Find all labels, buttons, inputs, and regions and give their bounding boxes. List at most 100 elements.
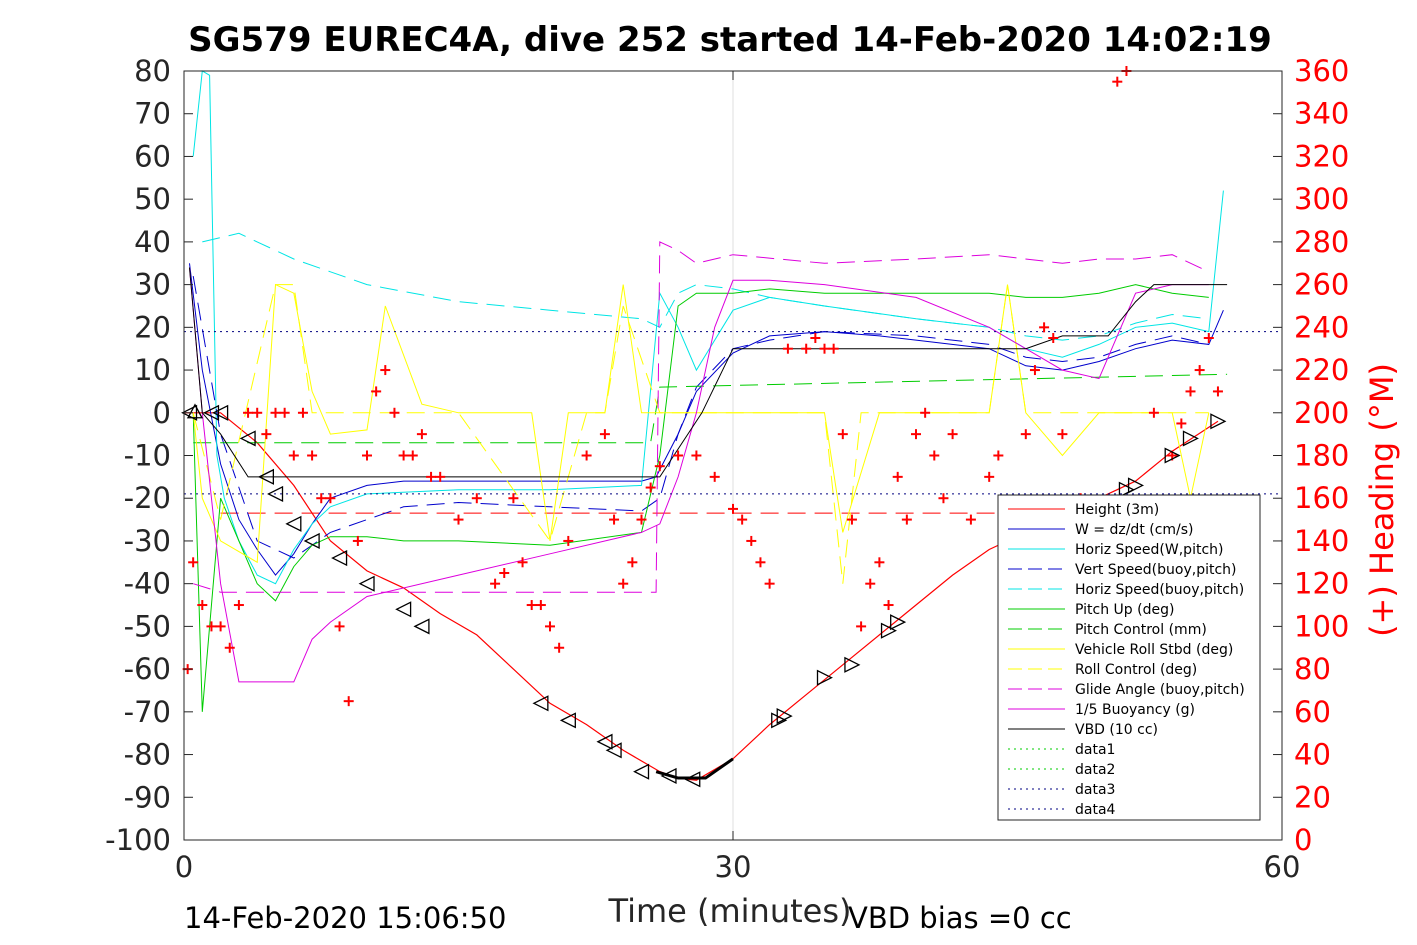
- y2-tick-label: 340: [1294, 97, 1349, 131]
- heading-point: [599, 429, 610, 440]
- heading-point: [279, 407, 290, 418]
- y-axis-left-ticks: 80 70 60 50 40 30 20 10 0 -10 -20 -30 -40 -50 -60 -70 -8…: [105, 54, 193, 857]
- y2-tick-label: 280: [1294, 225, 1349, 259]
- marker-up: [880, 622, 898, 639]
- heading-point: [453, 514, 464, 525]
- heading-point: [874, 557, 885, 568]
- heading-point: [1185, 386, 1196, 397]
- series-line-4: [202, 232, 1209, 341]
- legend-label: Horiz Speed(W,pitch): [1075, 542, 1223, 558]
- heading-point: [352, 535, 363, 546]
- y-tick-label: -50: [124, 609, 171, 643]
- marker-down: [395, 601, 412, 618]
- marker-up: [1182, 430, 1199, 447]
- heading-point: [1048, 333, 1059, 344]
- y-tick-label: -10: [124, 439, 171, 473]
- heading-point: [691, 450, 702, 461]
- legend-label: data2: [1075, 762, 1115, 778]
- legend-label: data1: [1075, 742, 1115, 758]
- heading-point: [636, 514, 647, 525]
- heading-point: [380, 365, 391, 376]
- heading-point: [1194, 365, 1205, 376]
- heading-point: [920, 407, 931, 418]
- marker-down: [303, 532, 320, 549]
- heading-point: [252, 407, 263, 418]
- y2-tick-label: 140: [1294, 524, 1349, 558]
- heading-point: [526, 600, 537, 611]
- marker-down: [605, 742, 622, 759]
- series-line-2: [192, 70, 1224, 585]
- heading-point: [307, 450, 318, 461]
- heading-point: [416, 429, 427, 440]
- heading-point: [618, 578, 629, 589]
- heading-point: [892, 471, 903, 482]
- marker-up: [1127, 477, 1145, 494]
- y2-tick-label: 0: [1294, 823, 1312, 857]
- heading-point: [343, 696, 354, 707]
- y2-tick-label: 240: [1294, 310, 1349, 344]
- y-tick-label: -30: [124, 524, 171, 558]
- heading-point: [1203, 333, 1214, 344]
- y2-tick-label: 60: [1294, 695, 1331, 729]
- heading-point: [471, 493, 482, 504]
- y2-tick-label: 100: [1294, 609, 1349, 643]
- heading-point: [508, 493, 519, 504]
- heading-point: [435, 471, 446, 482]
- y2-tick-label: 200: [1294, 396, 1349, 430]
- y2-tick-label: 300: [1294, 182, 1349, 216]
- heading-point: [801, 343, 812, 354]
- y-tick-label: 50: [134, 182, 171, 216]
- heading-point: [535, 600, 546, 611]
- marker-down: [239, 430, 256, 447]
- legend-label: data4: [1075, 802, 1116, 818]
- heading-point: [755, 557, 766, 568]
- heading-markers: [182, 66, 1223, 707]
- y2-tick-label: 20: [1294, 780, 1331, 814]
- y2-tick-label: 220: [1294, 353, 1349, 387]
- legend-label: Vehicle Roll Stbd (deg): [1075, 642, 1233, 658]
- heading-point: [563, 535, 574, 546]
- heading-point: [215, 621, 226, 632]
- marker-start: [186, 403, 204, 419]
- y-tick-label: -20: [124, 481, 171, 515]
- heading-point: [426, 471, 437, 482]
- heading-point: [206, 621, 217, 632]
- marker-down: [202, 404, 220, 421]
- legend-label: Roll Control (deg): [1075, 662, 1197, 678]
- heading-point: [1057, 429, 1068, 440]
- y-tick-label: -60: [124, 652, 171, 686]
- heading-point: [288, 450, 299, 461]
- heading-point: [407, 450, 418, 461]
- y-tick-label: 70: [134, 97, 171, 131]
- heading-point: [673, 450, 684, 461]
- heading-point: [901, 514, 912, 525]
- x-tick-label: 60: [1264, 850, 1301, 884]
- y-axis-right-label: (+) Heading (°M): [1363, 363, 1401, 637]
- y2-tick-label: 320: [1294, 139, 1349, 173]
- heading-point: [499, 567, 510, 578]
- heading-point: [490, 578, 501, 589]
- heading-point: [764, 578, 775, 589]
- chart-title: SG579 EUREC4A, dive 252 started 14-Feb-2…: [188, 20, 1272, 60]
- heading-point: [819, 343, 830, 354]
- heading-point: [1212, 386, 1223, 397]
- heading-point: [270, 407, 281, 418]
- heading-point: [609, 514, 620, 525]
- series-line-10: [189, 267, 1209, 683]
- heading-point: [737, 514, 748, 525]
- marker-up: [776, 708, 793, 725]
- marker-down: [267, 485, 284, 503]
- y2-tick-label: 40: [1294, 738, 1331, 772]
- x-tick-label: 0: [175, 850, 193, 884]
- y-tick-label: 80: [134, 54, 171, 88]
- heading-point: [947, 429, 958, 440]
- legend-label: Horiz Speed(buoy,pitch): [1075, 582, 1244, 598]
- heading-point: [746, 535, 757, 546]
- marker-down: [633, 763, 650, 780]
- marker-down: [331, 549, 348, 567]
- heading-point: [1029, 365, 1040, 376]
- legend-label: VBD (10 cc): [1075, 722, 1158, 738]
- legend-label: data3: [1075, 782, 1115, 798]
- legend-label: 1/5 Buoyancy (g): [1075, 702, 1195, 718]
- heading-point: [1039, 322, 1050, 333]
